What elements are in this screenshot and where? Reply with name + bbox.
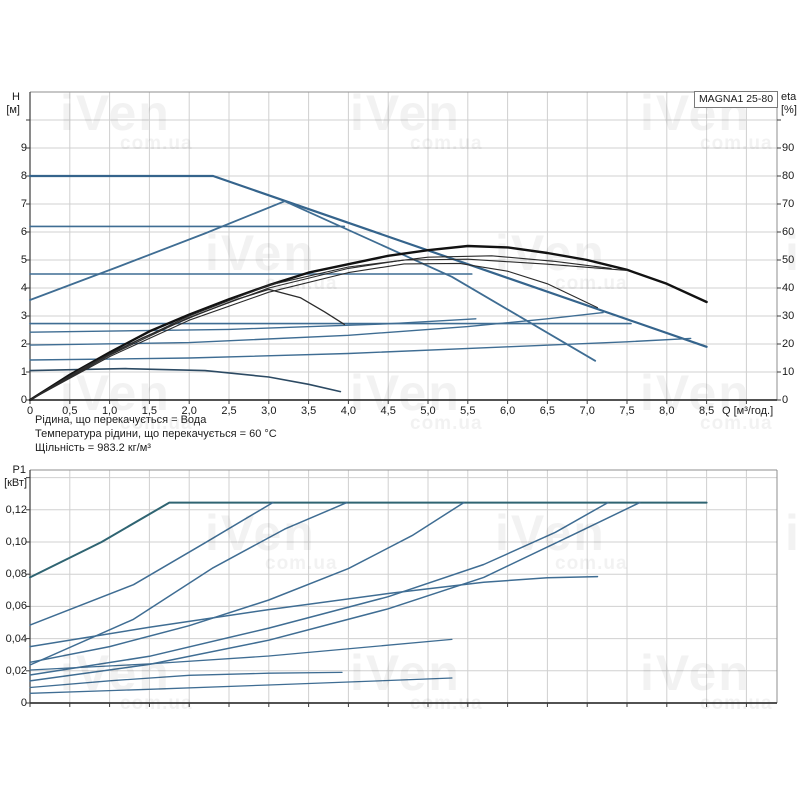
p1-curve-9 (29, 671, 343, 689)
info-fluid: Рідина, що перекачується = Вода (35, 414, 207, 426)
p1-curve-4 (29, 501, 465, 664)
eta-max-curve (28, 244, 708, 402)
eta-curve-3 (29, 262, 599, 401)
pp2-curve (29, 311, 604, 346)
p1-curve-8 (29, 638, 453, 671)
info-temperature: Температура рідини, що перекачується = 6… (35, 428, 277, 440)
info-density: Щільність = 983.2 кг/м³ (35, 442, 151, 454)
p1-curve-3 (29, 501, 348, 666)
pp2-upper-curve (29, 318, 477, 333)
p1-curve-7 (29, 575, 599, 648)
p1-curve-5 (29, 501, 609, 676)
p1-curve-10 (29, 677, 453, 694)
min-speed-curve (29, 367, 342, 393)
p1-max-curve (29, 501, 708, 579)
pp3-rise-curve (29, 200, 286, 301)
pump-model-title: MAGNA1 25-80 (694, 91, 778, 108)
eta-min-curve (29, 288, 346, 401)
p1-curve-2 (29, 501, 274, 626)
pp3-fall-curve (283, 200, 597, 362)
pp1-curve (29, 337, 692, 361)
max-speed-curve (28, 174, 708, 348)
eta-curve-4 (29, 255, 612, 401)
eta-curve-2 (29, 258, 628, 401)
